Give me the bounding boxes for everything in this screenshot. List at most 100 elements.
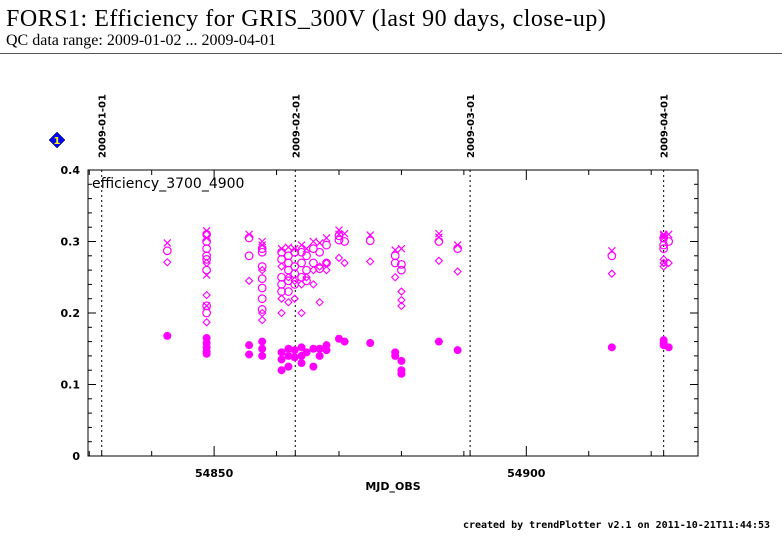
filled-point (290, 346, 299, 355)
cross-point (664, 230, 673, 239)
filled-point (245, 350, 254, 359)
diamond-point (315, 297, 324, 307)
circle-point (659, 244, 669, 254)
panel-label: efficiency_3700_4900 (92, 176, 244, 192)
circle-point (302, 251, 311, 261)
circle-point (434, 237, 444, 246)
cross-point (340, 229, 349, 238)
cross-point (302, 244, 311, 253)
circle-point (244, 233, 254, 243)
diamond-point (334, 253, 344, 263)
y-tick-label: 0.1 (61, 379, 81, 392)
circle-point (315, 247, 325, 257)
diamond-point (659, 262, 668, 271)
filled-point (397, 356, 406, 365)
diamond-point (302, 272, 311, 282)
filled-point (434, 337, 443, 346)
circle-point (290, 247, 300, 257)
chart-subtitle: QC data range: 2009-01-02 ... 2009-04-01 (6, 32, 277, 49)
circle-point (334, 235, 344, 245)
cross-point (163, 239, 172, 247)
circle-point (322, 258, 331, 268)
diamond-point (163, 257, 172, 267)
diamond-point (202, 290, 211, 300)
diamond-point (277, 294, 286, 303)
y-tick-label: 0.4 (61, 164, 81, 177)
circle-point (202, 254, 212, 264)
date-marker-label: 2009-01-01 (98, 94, 109, 158)
filled-point (258, 351, 267, 360)
circle-point (257, 244, 267, 254)
y-tick-label: 0 (72, 450, 80, 463)
diamond-point (277, 262, 286, 271)
circle-point (607, 251, 617, 261)
circle-point (257, 305, 267, 314)
diamond-point (277, 308, 286, 318)
badge-label: 1 (54, 136, 61, 147)
circle-point (202, 265, 212, 275)
circle-point (202, 244, 212, 254)
diamond-point (297, 308, 306, 318)
filled-point (297, 343, 306, 352)
diamond-point (257, 315, 267, 325)
footer-credit: created by trendPlotter v2.1 on 2011-10-… (462, 520, 770, 531)
x-axis-label: MJD_OBS (365, 480, 420, 493)
circle-point (202, 229, 212, 239)
cross-point (315, 239, 324, 247)
plot-frame (87, 169, 699, 457)
filled-point (322, 346, 331, 355)
badge-icon[interactable]: 1 (48, 131, 66, 149)
filled-point (366, 339, 375, 348)
filled-point (245, 341, 254, 350)
filled-point (297, 359, 306, 368)
circle-point (297, 258, 306, 268)
cross-point (397, 244, 406, 253)
filled-point (277, 348, 286, 357)
circle-point (340, 237, 350, 246)
filled-point (315, 351, 324, 360)
circle-point (390, 251, 400, 261)
diamond-point (397, 295, 406, 305)
circle-point (202, 308, 212, 318)
filled-point (607, 343, 616, 352)
filled-point (309, 344, 318, 353)
diamond-point (664, 258, 673, 268)
x-tick-label: 54900 (507, 467, 546, 480)
header-divider (0, 53, 782, 54)
circle-point (244, 251, 254, 261)
circle-point (257, 274, 267, 284)
x-tick-label: 54850 (195, 467, 234, 480)
cross-point (309, 237, 318, 246)
diamond-point (340, 258, 349, 268)
circle-point (308, 258, 318, 268)
filled-point (397, 369, 406, 378)
filled-point (202, 349, 211, 358)
cross-point (202, 301, 211, 310)
filled-point (290, 353, 299, 362)
circle-point (664, 237, 674, 246)
cross-point (258, 237, 267, 246)
filled-point (302, 348, 311, 357)
filled-point (309, 362, 318, 371)
cross-point (322, 234, 331, 242)
date-marker-label: 2009-03-01 (466, 94, 477, 158)
filled-point (391, 351, 400, 360)
circle-point (390, 258, 400, 268)
diamond-point (322, 265, 331, 275)
circle-point (365, 236, 375, 246)
chart-title: FORS1: Efficiency for GRIS_300V (last 90… (6, 6, 607, 32)
circle-point (202, 237, 212, 246)
y-tick-label: 0.2 (61, 307, 81, 320)
circle-point (257, 262, 267, 271)
filled-point (284, 362, 293, 371)
diamond-point (202, 318, 211, 327)
diamond-point (397, 287, 406, 296)
diamond-point (607, 269, 617, 278)
circle-point (284, 287, 293, 296)
circle-point (257, 294, 267, 304)
filled-point (277, 366, 286, 375)
filled-point (340, 337, 349, 346)
filled-point (315, 344, 324, 353)
filled-point (258, 337, 267, 346)
filled-point (453, 346, 462, 355)
